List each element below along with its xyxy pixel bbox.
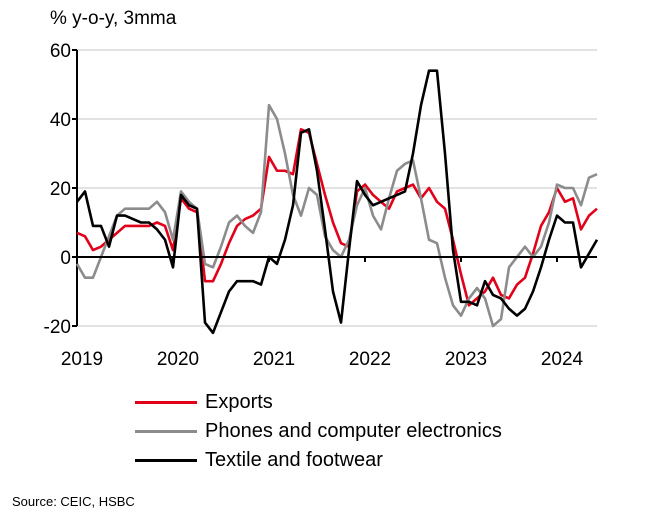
x-tick-label: 2021 — [253, 349, 295, 370]
legend-label: Textile and footwear — [205, 449, 383, 471]
y-tick-label: -20 — [44, 317, 71, 338]
legend-label: Exports — [205, 391, 273, 413]
legend-item-exports: Exports — [135, 388, 502, 417]
legend-item-textile: Textile and footwear — [135, 446, 502, 475]
y-axis-unit-label: % y-o-y, 3mma — [50, 8, 177, 29]
legend-swatch — [135, 459, 197, 462]
y-tick-label: 60 — [50, 41, 71, 62]
series-line-1 — [75, 103, 598, 328]
y-tick-label: 40 — [50, 110, 71, 131]
series-line-0 — [76, 128, 598, 307]
legend: Exports Phones and computer electronics … — [135, 388, 502, 475]
legend-label: Phones and computer electronics — [205, 420, 502, 442]
y-tick-label: 0 — [60, 248, 71, 269]
source-note: Source: CEIC, HSBC — [12, 494, 135, 509]
y-tick-label: 20 — [50, 179, 71, 200]
legend-item-phones: Phones and computer electronics — [135, 417, 502, 446]
x-tick-label: 2019 — [61, 349, 103, 370]
x-tick-label: 2023 — [445, 349, 487, 370]
series-line-2 — [75, 69, 599, 335]
legend-swatch — [135, 401, 197, 404]
x-tick-label: 2022 — [349, 349, 391, 370]
x-tick-label: 2020 — [157, 349, 199, 370]
x-tick-label: 2024 — [541, 349, 584, 370]
legend-swatch — [135, 430, 197, 433]
